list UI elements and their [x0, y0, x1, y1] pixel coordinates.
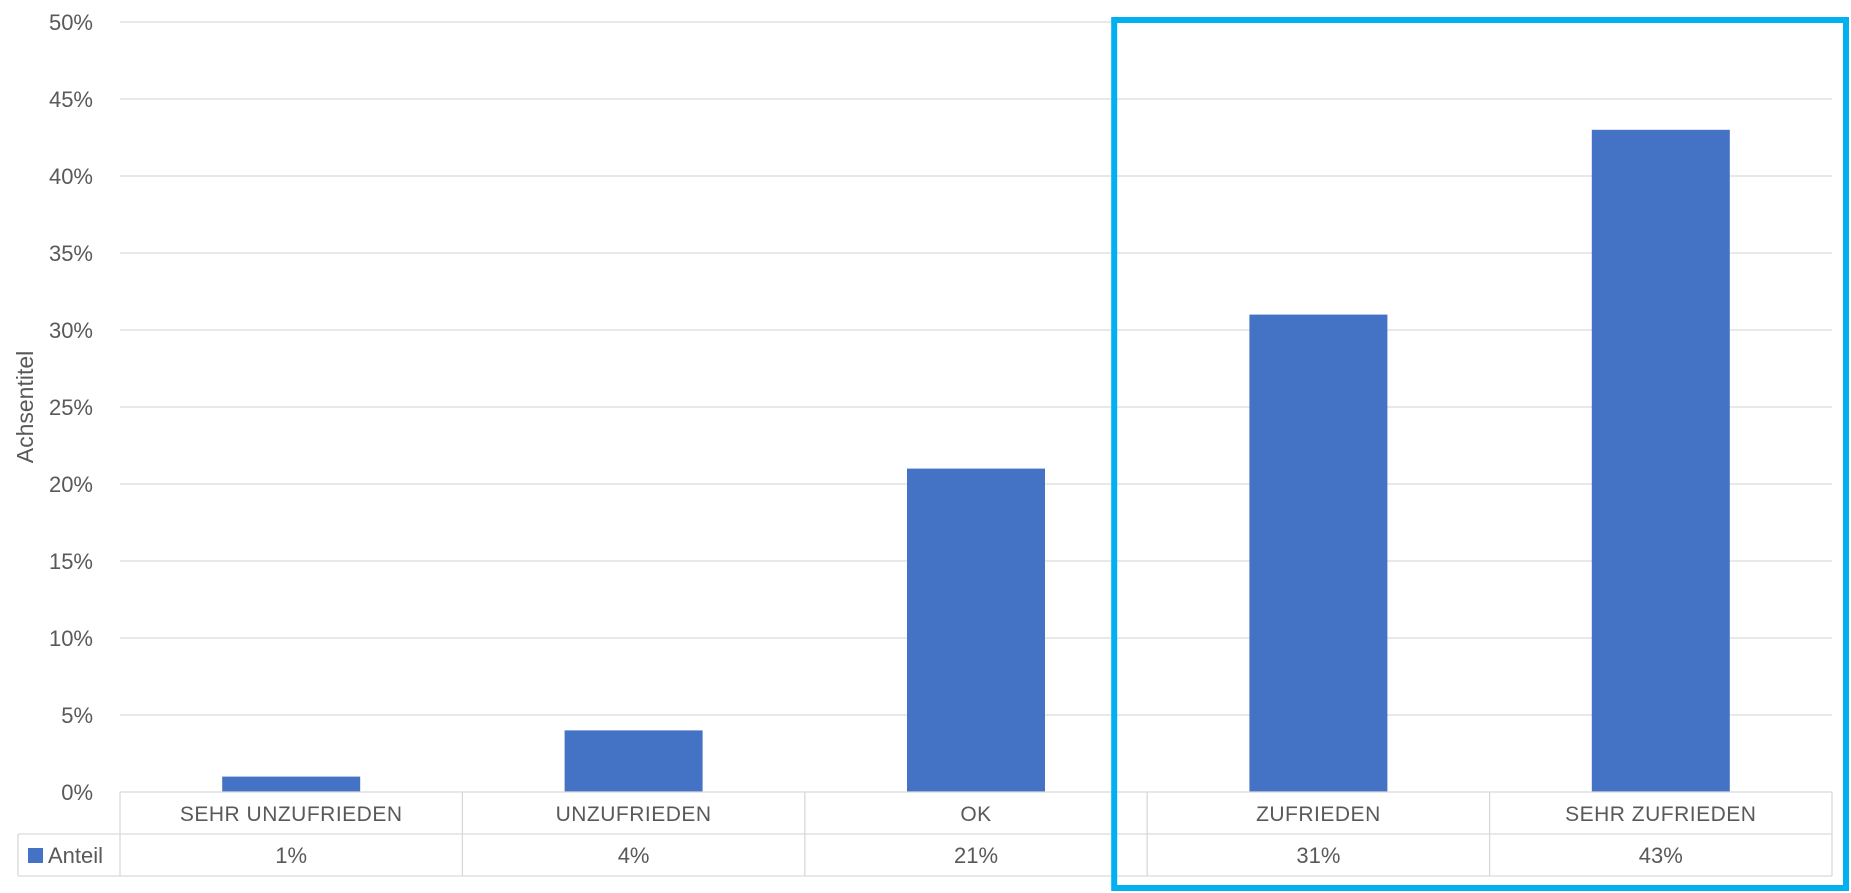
category-label: UNZUFRIEDEN — [556, 803, 712, 826]
y-tick-label: 50% — [49, 10, 93, 35]
highlight-box — [1111, 17, 1849, 891]
y-tick-label: 30% — [49, 318, 93, 343]
y-tick-label: 40% — [49, 164, 93, 189]
y-tick-label: 5% — [61, 703, 93, 728]
legend-swatch-anteil — [28, 848, 43, 863]
y-tick-label: 0% — [61, 780, 93, 805]
data-label: 43% — [1639, 843, 1683, 868]
y-tick-label: 45% — [49, 87, 93, 112]
data-table: SEHR UNZUFRIEDEN 1% UNZUFRIEDEN 4% OK 21% ZUFR… — [17, 791, 1833, 877]
bars — [222, 129, 1730, 793]
legend-label-anteil: Anteil — [48, 843, 103, 868]
bar — [1249, 314, 1388, 792]
category-label: ZUFRIEDEN — [1256, 803, 1381, 826]
category-label: SEHR ZUFRIEDEN — [1565, 803, 1756, 826]
data-label: 1% — [275, 843, 307, 868]
legend: Anteil — [28, 843, 103, 868]
category-label: OK — [960, 803, 991, 826]
y-axis-ticks: 0% 5% 10% 15% 20% 25% 30% 35% 40% 45% 50% — [49, 10, 93, 805]
bar — [907, 468, 1045, 792]
category-label: SEHR UNZUFRIEDEN — [180, 803, 403, 826]
bar — [564, 730, 703, 792]
y-axis-title: Achsentitel — [12, 351, 38, 464]
data-label: 31% — [1296, 843, 1340, 868]
data-label: 21% — [954, 843, 998, 868]
bar — [1591, 129, 1730, 793]
data-label: 4% — [618, 843, 650, 868]
y-tick-label: 25% — [49, 395, 93, 420]
bar — [222, 776, 361, 792]
y-tick-label: 20% — [49, 472, 93, 497]
y-tick-label: 15% — [49, 549, 93, 574]
y-tick-label: 10% — [49, 626, 93, 651]
y-tick-label: 35% — [49, 241, 93, 266]
